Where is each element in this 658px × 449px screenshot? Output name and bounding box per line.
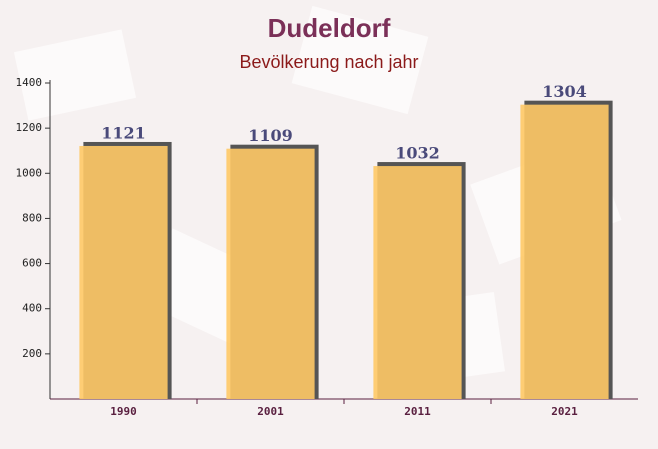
- y-tick-label: 200: [22, 347, 42, 360]
- bar: [520, 104, 609, 399]
- x-tick-label: 2001: [257, 405, 284, 418]
- y-tick-label: 800: [22, 211, 42, 224]
- y-tick-label: 1400: [16, 76, 43, 89]
- bar: [373, 166, 462, 399]
- x-tick-label: 1990: [110, 405, 137, 418]
- y-tick-label: 1000: [16, 166, 43, 179]
- y-tick-label: 600: [22, 257, 42, 270]
- value-label: 1304: [542, 82, 587, 101]
- bar: [79, 145, 168, 399]
- chart-title: Dudeldorf: [268, 13, 391, 43]
- value-label: 1121: [101, 123, 146, 142]
- x-tick-label: 2011: [404, 405, 431, 418]
- x-tick-label: 2021: [551, 405, 578, 418]
- value-label: 1032: [395, 144, 440, 163]
- y-tick-label: 400: [22, 302, 42, 315]
- bar: [226, 148, 315, 399]
- value-label: 1109: [248, 126, 293, 145]
- chart-subtitle: Bevölkerung nach jahr: [239, 52, 418, 72]
- y-tick-label: 1200: [16, 121, 43, 134]
